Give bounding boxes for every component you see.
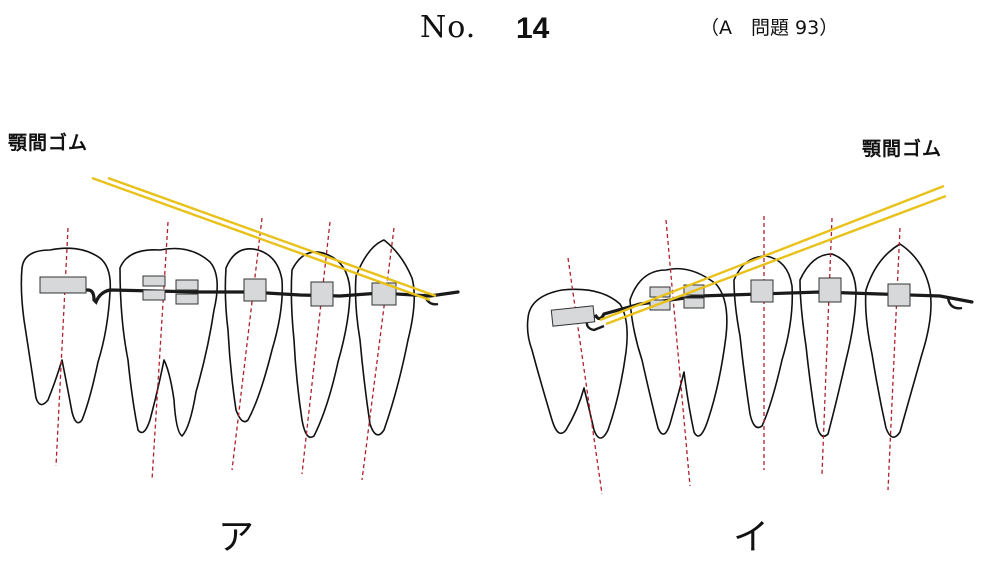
bracket-a3 (243, 278, 267, 302)
bracket-a1 (39, 276, 87, 294)
archwire-b (582, 290, 974, 322)
tooth-a5 (354, 239, 416, 436)
tooth-a2 (119, 247, 218, 437)
elastic-a (91, 176, 437, 302)
panel-letter-a: ア (218, 517, 255, 558)
question-reference: （A 問題 93） (700, 17, 839, 39)
axis-b2 (665, 219, 691, 487)
question-no-label: No. (420, 10, 477, 45)
axis-a1 (55, 227, 69, 467)
bracket-a2-upper-left (142, 275, 166, 287)
bracket-b3 (750, 279, 774, 303)
brackets-a (39, 275, 397, 307)
panel-b-drawing (526, 243, 932, 439)
axis-a5 (361, 227, 395, 481)
tooth-b5 (864, 243, 932, 438)
axis-a4 (301, 221, 331, 475)
bracket-b1 (550, 305, 596, 327)
axes-b (567, 216, 901, 495)
bracket-b4 (818, 277, 842, 303)
panel-letter-i: イ (733, 517, 770, 558)
elastic-label-left: 顎間ゴム (8, 132, 89, 154)
axis-a3 (231, 217, 263, 471)
tooth-a3 (224, 248, 284, 423)
wire-hook-a-right (422, 293, 439, 306)
axes-a (55, 217, 395, 481)
axis-a2 (151, 221, 169, 481)
question-number: 14 (516, 12, 550, 45)
panel-a-drawing (20, 239, 416, 439)
tooth-b3 (733, 255, 794, 429)
tooth-b2 (629, 267, 728, 437)
bracket-a4 (310, 281, 334, 307)
wire-hook-b-right (946, 297, 963, 310)
bracket-b2-lower-left (649, 299, 671, 311)
bracket-b2-lower-right (683, 297, 705, 309)
elastic-b (599, 184, 947, 326)
bracket-a2-upper-right (175, 279, 199, 291)
elastic-label-right: 顎間ゴム (862, 138, 943, 160)
tooth-a1 (20, 247, 112, 424)
axis-b5 (887, 227, 901, 491)
bracket-a2-lower-left (142, 289, 166, 301)
bracket-a2-lower-right (175, 293, 199, 305)
tooth-a4 (290, 251, 351, 439)
axis-b4 (821, 217, 833, 475)
axis-b1 (567, 257, 603, 495)
bracket-b5 (887, 283, 911, 307)
tooth-b1 (526, 288, 628, 439)
tooth-b4 (799, 253, 857, 438)
